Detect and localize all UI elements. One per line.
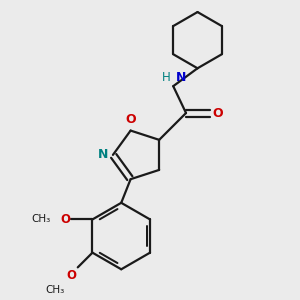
Text: O: O	[60, 213, 70, 226]
Text: O: O	[67, 268, 76, 282]
Text: O: O	[125, 113, 136, 126]
Text: N: N	[176, 70, 186, 84]
Text: N: N	[98, 148, 109, 161]
Text: H: H	[162, 70, 171, 84]
Text: CH₃: CH₃	[31, 214, 50, 224]
Text: O: O	[213, 106, 224, 119]
Text: CH₃: CH₃	[46, 285, 65, 295]
